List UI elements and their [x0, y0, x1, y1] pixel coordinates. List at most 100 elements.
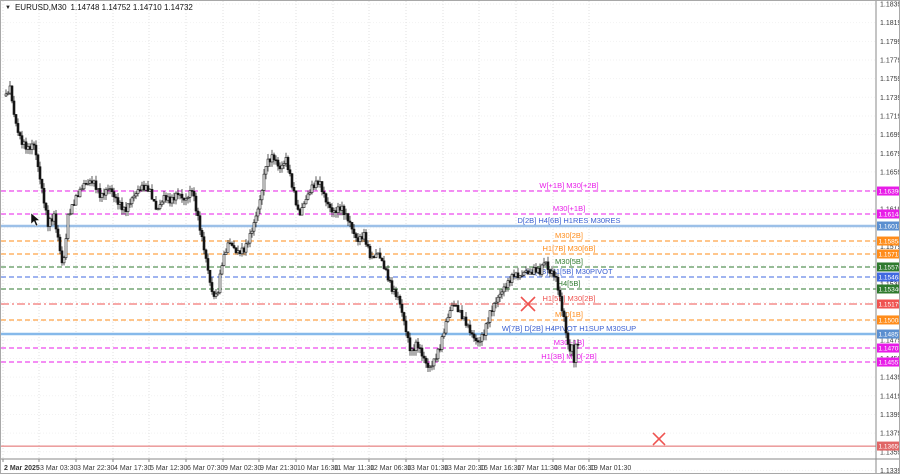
level-price-tag[interactable]: 1.15340	[877, 284, 900, 294]
candle-body	[364, 232, 368, 245]
tag-price: 1.14557	[879, 360, 900, 367]
candle-body	[196, 210, 200, 216]
tag-price: 1.14857	[879, 332, 900, 339]
tag-price: 1.15468	[879, 275, 900, 282]
candle-body	[296, 204, 300, 210]
candle-body	[348, 220, 352, 223]
level-price-tag[interactable]: 1.14557	[877, 357, 900, 367]
candle-body	[60, 250, 64, 264]
chart-title: ▼ EURUSD,M30 1.14748 1.14752 1.14710 1.1…	[5, 3, 193, 12]
candle-body	[222, 254, 226, 266]
candle-body	[326, 201, 330, 205]
level-price-tag[interactable]: 1.15179	[877, 299, 900, 309]
candle-body	[228, 242, 232, 245]
candle-body	[486, 322, 490, 325]
candle-body	[112, 191, 116, 198]
level-price-tag[interactable]: 1.15854	[877, 236, 900, 246]
price-tick-label: 1.13995	[880, 412, 900, 419]
candle-body	[208, 269, 212, 283]
symbol-dropdown-icon[interactable]: ▼	[5, 4, 11, 11]
level-label: M30[5B]	[555, 257, 583, 266]
candle-body	[20, 135, 24, 145]
candle-body	[380, 257, 384, 262]
candle-body	[470, 332, 474, 335]
level-price-tag[interactable]: 1.16390	[877, 186, 900, 196]
tag-bg	[877, 272, 899, 282]
candle-body	[566, 332, 570, 345]
candle-body	[384, 268, 388, 270]
candle-body	[342, 205, 346, 216]
candle-body	[254, 215, 258, 223]
candle-body	[40, 178, 44, 189]
level-label: H1[3B] M30[-2B]	[541, 352, 596, 361]
level-price-tag[interactable]: 1.14857	[877, 329, 900, 339]
candle-body	[300, 207, 304, 216]
level-labels: W[+1B] M30[+2B] M30[+1B] D[2B] H4[6B] H1RE…	[502, 181, 636, 361]
price-tick-label: 1.13595	[880, 449, 900, 456]
tag-bg	[877, 284, 899, 294]
candle-body	[230, 242, 234, 246]
candle-body	[262, 173, 266, 191]
candle-body	[68, 213, 72, 216]
level-price-tag[interactable]: 1.15576	[877, 262, 900, 272]
candle-body	[34, 144, 38, 156]
price-tick-label: 1.17395	[880, 95, 900, 102]
candle-body	[116, 197, 120, 205]
candle-body	[478, 340, 482, 343]
candle-body	[148, 189, 152, 192]
candle-body	[320, 181, 324, 193]
candles	[4, 81, 580, 373]
level-price-tag[interactable]: 1.15008	[877, 315, 900, 325]
level-price-tag[interactable]: 1.16144	[877, 209, 900, 219]
candle-body	[114, 196, 118, 199]
candle-body	[246, 242, 250, 245]
level-price-tag[interactable]: 1.15715	[877, 249, 900, 259]
time-tick-label: 11 Mar 11:30	[334, 465, 374, 472]
candle-body	[472, 333, 476, 339]
candle-body	[244, 243, 248, 253]
candle-body	[576, 343, 580, 346]
time-axis[interactable]: 2 Mar 2025 3 Mar 03:30 3 Mar 22:30 4 Mar 17…	[2, 459, 631, 472]
tag-price: 1.15340	[879, 286, 900, 293]
level-price-tag[interactable]: 1.15468	[877, 272, 900, 282]
price-tick-label: 1.13795	[880, 431, 900, 438]
candle-body	[18, 132, 22, 136]
level-price-tag[interactable]: 1.14707	[877, 343, 900, 353]
x-mark[interactable]	[652, 432, 666, 446]
candle-body	[546, 261, 550, 270]
candle-body	[130, 197, 134, 205]
tag-price: 1.16390	[879, 189, 900, 196]
candle-body	[368, 245, 372, 259]
tag-bg	[877, 315, 899, 325]
candle-body	[124, 206, 128, 212]
tag-price: 1.15576	[879, 264, 900, 271]
candle-body	[440, 336, 444, 350]
x-mark[interactable]	[520, 296, 536, 312]
price-tick-label: 1.14195	[880, 393, 900, 400]
tag-price: 1.13656	[879, 444, 900, 451]
level-price-tag[interactable]: 1.16015	[877, 221, 900, 231]
candle-body	[158, 204, 162, 209]
candle-body	[272, 154, 276, 161]
candle-body	[122, 206, 126, 211]
candle-body	[216, 292, 220, 295]
time-tick-label: 17 Mar 11:30	[517, 465, 558, 472]
level-price-tag[interactable]: 1.13656	[877, 441, 900, 451]
price-tick-label: 1.18395	[880, 2, 900, 9]
candle-body	[186, 197, 190, 199]
candle-body	[242, 247, 246, 253]
candle-body	[32, 143, 36, 146]
candle-body	[302, 203, 306, 208]
tag-bg	[877, 249, 899, 259]
candle-body	[488, 310, 492, 323]
candle-body	[346, 213, 350, 222]
candle-body	[170, 196, 174, 204]
cursor-icon	[30, 212, 41, 227]
candle-body	[156, 208, 160, 210]
candle-body	[214, 293, 218, 297]
level-label: W[7B] D[2B] H4PIVOT H1SUP M30SUP	[502, 324, 636, 333]
candle-body	[288, 169, 292, 175]
candle-body	[110, 188, 114, 193]
candle-body	[54, 213, 58, 230]
